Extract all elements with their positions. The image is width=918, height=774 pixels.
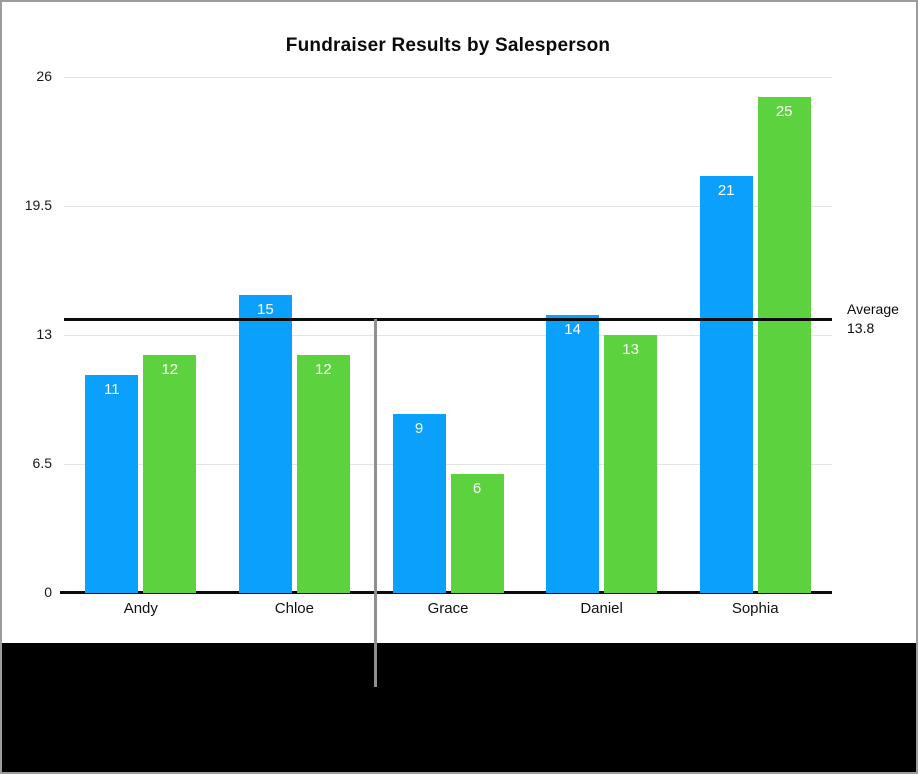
- average-reference-label: Average 13.8: [847, 300, 899, 338]
- x-category-label-grace: Grace: [427, 600, 469, 617]
- bar-value-label: 14: [564, 321, 581, 339]
- bottom-black-band: [2, 643, 916, 772]
- chart-title: Fundraiser Results by Salesperson: [285, 35, 611, 56]
- x-category-label-daniel: Daniel: [580, 600, 623, 617]
- gridline: [64, 206, 832, 207]
- gridline: [64, 464, 832, 465]
- bar-value-label: 12: [161, 360, 179, 378]
- bar-value-label: 13: [622, 341, 639, 358]
- y-tick-label: 26: [36, 68, 52, 84]
- x-category-label-sophia: Sophia: [731, 600, 779, 617]
- bar-green-series-daniel[interactable]: 13: [604, 335, 658, 593]
- bar-value-label: 12: [315, 360, 332, 378]
- bar-value-label: 25: [775, 102, 793, 120]
- y-tick-label: 6.5: [32, 455, 52, 471]
- gridline: [64, 77, 832, 78]
- y-tick-label: 0: [44, 584, 52, 600]
- bar-green-series-grace[interactable]: 6: [450, 473, 504, 593]
- bar-value-label: 11: [104, 380, 120, 398]
- average-label-text: Average: [847, 301, 899, 317]
- y-tick-label: 13: [36, 326, 52, 342]
- plot-area: 11 12 15 12 9 6 14 13 21 25: [60, 77, 832, 594]
- bar-green-series-andy[interactable]: 12: [143, 354, 197, 593]
- y-tick-label: 19.5: [24, 197, 52, 213]
- bar-blue-series-grace[interactable]: 9: [392, 414, 446, 593]
- bar-blue-series-andy[interactable]: 11: [85, 374, 139, 593]
- vertical-divider-line[interactable]: [374, 319, 377, 687]
- average-label-value: 13.8: [847, 320, 875, 336]
- x-category-label-andy: Andy: [123, 600, 158, 617]
- bar-value-label: 15: [257, 301, 274, 319]
- bar-blue-series-daniel[interactable]: 14: [546, 315, 600, 593]
- bar-value-label: 6: [472, 479, 482, 497]
- bar-blue-series-sophia[interactable]: 21: [699, 176, 753, 593]
- x-category-label-chloe: Chloe: [274, 600, 314, 617]
- bar-blue-series-chloe[interactable]: 15: [238, 295, 292, 593]
- bar-value-label: 9: [414, 420, 424, 438]
- bar-green-series-sophia[interactable]: 25: [757, 96, 811, 593]
- average-reference-line[interactable]: [64, 318, 832, 322]
- bar-value-label: 21: [717, 182, 735, 200]
- gridline: [64, 335, 832, 336]
- bar-green-series-chloe[interactable]: 12: [296, 354, 350, 593]
- x-axis-baseline: [60, 591, 832, 594]
